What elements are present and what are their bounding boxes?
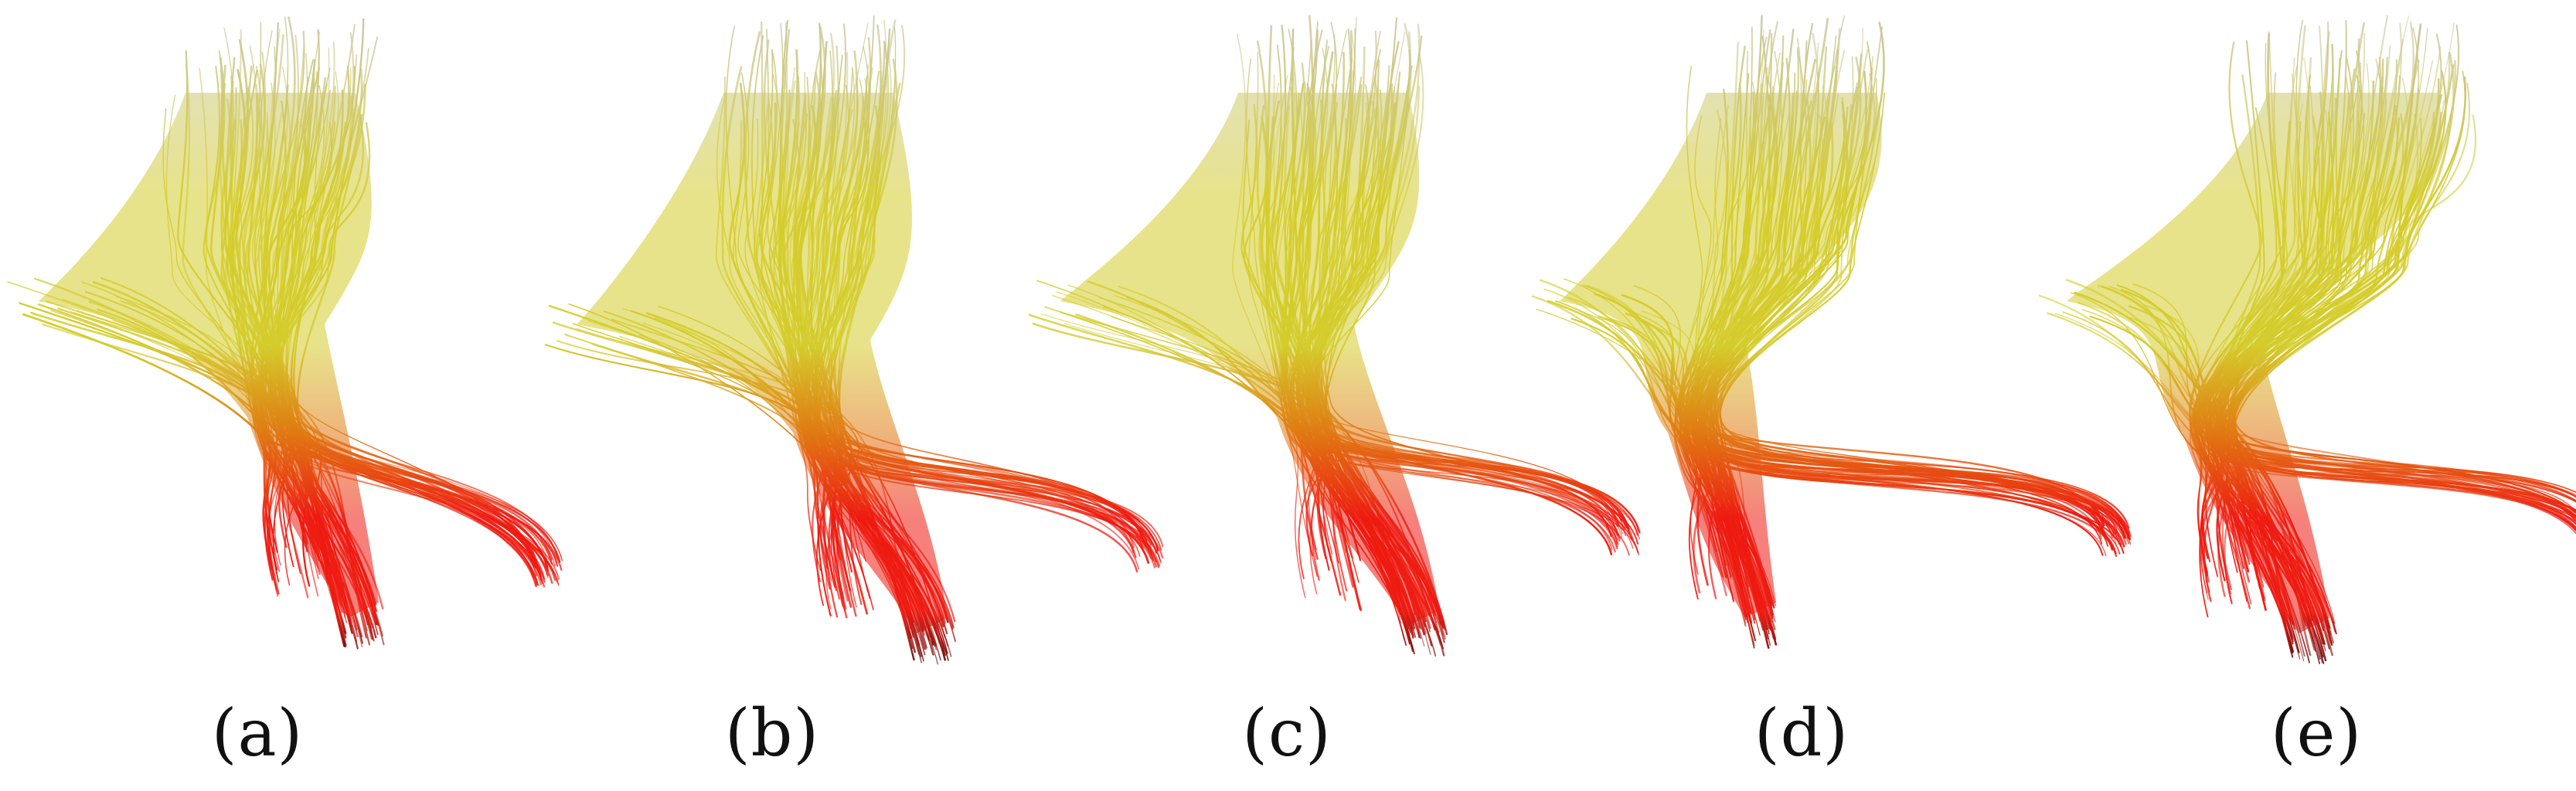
- fiber-strand: [1291, 53, 1634, 540]
- fiber-strand: [1694, 73, 1875, 636]
- fiber-strand: [1298, 65, 1641, 534]
- fiber-strand: [271, 121, 543, 582]
- fiber-strand: [838, 25, 1162, 551]
- panel-label-b: (b): [724, 695, 820, 771]
- fiber-strand: [756, 97, 822, 571]
- panel-label-e: (e): [2270, 695, 2363, 771]
- fiber-strand: [269, 29, 377, 626]
- fiber-strand: [1265, 25, 1342, 596]
- panel-a: (a): [0, 0, 563, 791]
- fiber-bundle-a: [7, 16, 563, 650]
- panel-e: (e): [2038, 0, 2576, 791]
- fiber-strand: [802, 40, 890, 612]
- fiber-strand: [257, 85, 343, 613]
- panel-d: (d): [1531, 0, 2132, 791]
- fiber-strand: [1713, 26, 1770, 635]
- panel-label-a: (a): [211, 695, 304, 771]
- fiber-strand: [1283, 107, 1388, 577]
- fiber-strands: [2038, 15, 2576, 664]
- fiber-strand: [1684, 101, 2105, 534]
- fiber-strand: [1305, 31, 1417, 616]
- panel-b: (b): [515, 0, 1164, 791]
- fiber-strand: [818, 83, 1158, 568]
- fiber-strand: [243, 52, 383, 637]
- panel-c: (c): [1028, 0, 1641, 791]
- fiber-strand: [800, 66, 919, 644]
- fiber-bundle-b: [544, 15, 1164, 665]
- fiber-strand: [286, 54, 563, 562]
- fiber-strand: [2190, 59, 2457, 630]
- fiber-strand: [247, 22, 373, 633]
- fiber-strand: [1291, 35, 1423, 560]
- fiber-strand: [2194, 46, 2442, 640]
- fiber-strand: [2203, 20, 2347, 645]
- fiber-strands: [1531, 15, 2132, 649]
- fiber-strand: [799, 111, 946, 624]
- fiber-strand: [1680, 106, 1849, 579]
- fiber-strand: [808, 105, 881, 615]
- fiber-strand: [1306, 113, 1619, 545]
- fiber-strand: [834, 70, 923, 664]
- fiber-strand: [260, 48, 560, 580]
- fiber-strand: [260, 59, 316, 553]
- fiber-strand: [808, 76, 1158, 554]
- fiber-strands: [7, 16, 563, 650]
- fiber-strand: [1305, 59, 1380, 557]
- fiber-strands: [1028, 15, 1641, 657]
- fiber-strand: [1699, 67, 2104, 556]
- fiber-strand: [1305, 85, 1438, 623]
- panel-label-c: (c): [1242, 695, 1332, 771]
- fiber-strand: [254, 36, 379, 545]
- fiber-strand: [296, 114, 363, 639]
- fiber-strand: [226, 87, 277, 591]
- fiber-strand: [255, 66, 368, 631]
- fiber-bundle-d: [1531, 15, 2132, 649]
- fiber-strand: [728, 83, 852, 592]
- fiber-strand: [1713, 99, 1882, 630]
- fiber-strand: [1297, 69, 1405, 622]
- fiber-strand: [2198, 117, 2422, 578]
- fiber-strand: [1547, 300, 2125, 548]
- fiber-strand: [1280, 29, 1415, 655]
- fiber-strand: [838, 58, 922, 657]
- fiber-strand: [1678, 56, 2131, 534]
- fiber-strand: [1324, 28, 1639, 554]
- fiber-strand: [1292, 52, 1414, 652]
- fiber-strand: [2209, 112, 2366, 595]
- fiber-strand: [818, 61, 926, 656]
- fiber-strand: [2194, 76, 2467, 624]
- fiber-strand: [269, 122, 539, 571]
- fiber-strand: [2200, 70, 2576, 531]
- fiber-strand: [2221, 64, 2576, 530]
- fiber-strands: [544, 15, 1164, 665]
- fiber-strand: [2224, 114, 2477, 604]
- fiber-strand: [231, 69, 352, 628]
- fiber-strand: [253, 23, 374, 640]
- fiber-strand: [272, 108, 538, 563]
- fiber-strand: [1692, 22, 1885, 596]
- fiber-bundle-e: [2038, 15, 2576, 664]
- fiber-strand: [1719, 26, 1884, 649]
- panel-label-d: (d): [1754, 695, 1849, 771]
- fiber-strand: [1676, 113, 1884, 646]
- fiber-strand: [2228, 22, 2576, 502]
- fiber-strand: [2219, 24, 2576, 498]
- fiber-strand: [1310, 17, 1414, 626]
- fiber-strand: [264, 114, 365, 650]
- fiber-strand: [799, 19, 1161, 567]
- fiber-strand: [783, 92, 954, 630]
- fiber-bundle-c: [1028, 15, 1641, 657]
